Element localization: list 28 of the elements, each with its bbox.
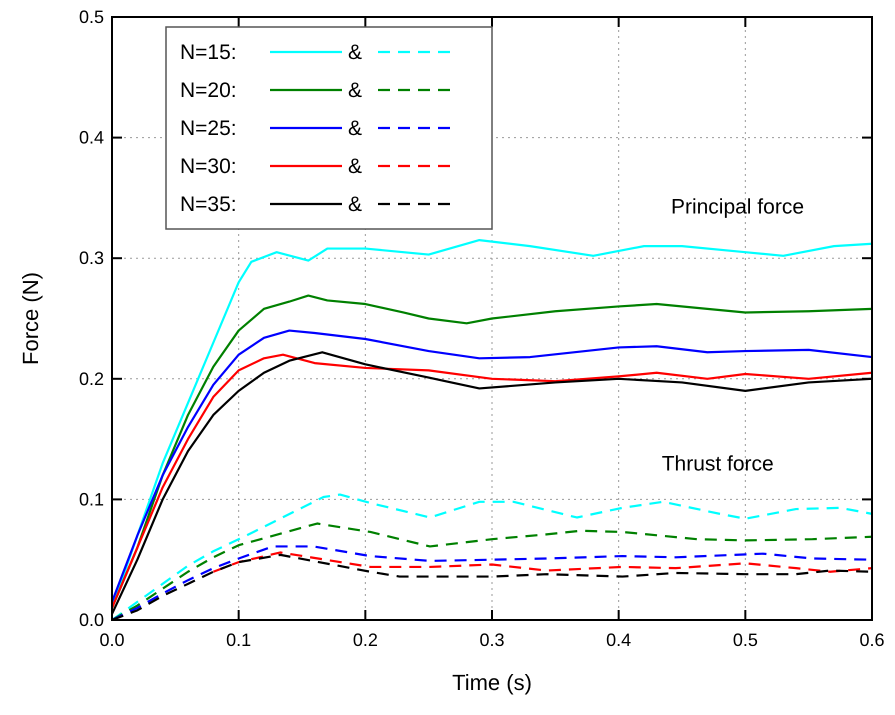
- legend-label: N=30:: [180, 155, 237, 178]
- legend-label: &: [348, 117, 362, 140]
- y-tick-label: 0.2: [78, 368, 104, 389]
- x-tick-label: 0.1: [226, 630, 252, 650]
- y-tick-label: 0.0: [78, 610, 104, 630]
- line-series: [212, 551, 874, 573]
- y-tick-label: 0.5: [78, 7, 104, 27]
- x-tick-label: 0.3: [479, 630, 505, 650]
- legend-label: N=35:: [180, 193, 237, 216]
- x-tick-label: 0.2: [352, 630, 378, 650]
- x-tick-label: 0.4: [606, 630, 632, 650]
- legend-label: &: [348, 193, 362, 216]
- y-axis-title: Force (N): [18, 272, 43, 365]
- annotation: Thrust force: [662, 452, 774, 476]
- legend-label: N=25:: [180, 117, 237, 140]
- annotation: Principal force: [670, 196, 804, 219]
- x-tick-label: 0.5: [732, 630, 758, 650]
- y-tick-label: 0.4: [78, 128, 104, 148]
- legend-label: N=20:: [180, 79, 237, 102]
- legend-label: &: [348, 79, 362, 102]
- y-tick-label: 0.1: [78, 489, 104, 510]
- x-tick-label: 0.6: [859, 630, 885, 650]
- x-axis-title: Time (s): [452, 670, 532, 695]
- legend-label: &: [348, 41, 362, 64]
- y-tick-label: 0.3: [78, 248, 104, 268]
- x-tick-label: 0.0: [99, 630, 125, 650]
- legend-label: &: [348, 155, 362, 178]
- legend-label: N=15:: [180, 41, 237, 64]
